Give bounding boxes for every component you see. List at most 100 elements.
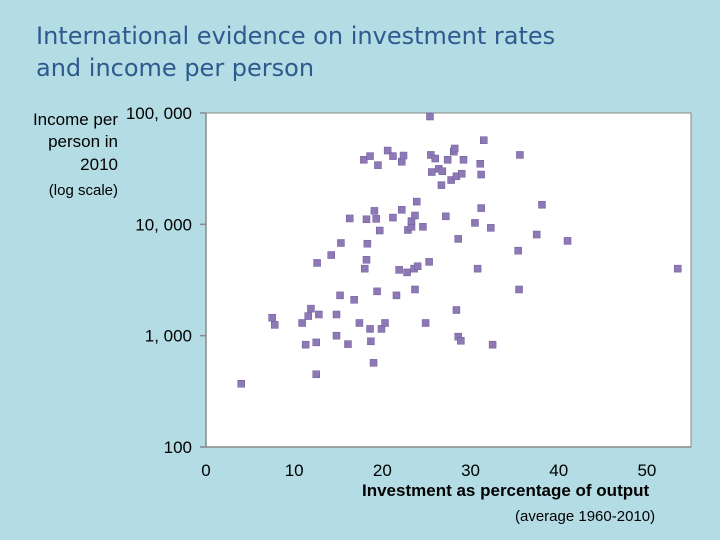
slide-title: International evidence on investment rat… xyxy=(36,20,696,84)
data-point xyxy=(395,266,403,274)
data-point xyxy=(355,319,364,327)
data-point xyxy=(487,224,495,232)
data-points xyxy=(237,112,682,388)
data-point xyxy=(312,338,320,347)
data-point xyxy=(425,258,433,266)
data-point xyxy=(473,264,482,273)
data-point xyxy=(538,200,546,209)
y-tick-label: 1, 000 xyxy=(145,327,192,346)
data-point xyxy=(438,167,447,175)
data-point xyxy=(237,379,246,388)
x-tick-label: 30 xyxy=(461,461,480,480)
data-point xyxy=(516,151,524,159)
x-tick-label: 40 xyxy=(549,461,568,480)
y-axis-label-line-1: Income per xyxy=(32,110,118,129)
data-point xyxy=(271,321,279,329)
x-ticks: 0 10 20 30 40 50 xyxy=(201,461,656,480)
data-point xyxy=(674,264,682,273)
data-point xyxy=(304,312,313,320)
y-tick-label: 10, 000 xyxy=(135,215,192,234)
x-tick-label: 0 xyxy=(201,461,210,480)
data-point xyxy=(427,168,436,176)
data-point xyxy=(336,291,344,300)
data-point xyxy=(312,370,320,379)
data-point xyxy=(373,287,381,296)
data-point xyxy=(477,204,485,212)
data-point xyxy=(366,152,374,160)
y-axis-label-line-2: person in xyxy=(48,132,118,151)
plot-area xyxy=(205,112,692,448)
slide-title-line-1: International evidence on investment rat… xyxy=(36,22,556,50)
y-tick-label: 100 xyxy=(164,438,192,457)
data-point xyxy=(367,337,375,346)
data-point xyxy=(389,213,397,222)
data-point xyxy=(350,296,358,304)
data-point xyxy=(301,340,310,349)
data-point xyxy=(471,219,479,227)
data-point xyxy=(532,230,541,239)
data-point xyxy=(457,337,465,345)
data-point xyxy=(332,331,341,340)
x-tick-label: 50 xyxy=(637,461,656,480)
data-point xyxy=(307,304,315,313)
data-point xyxy=(313,259,321,267)
y-tick-label: 100, 000 xyxy=(126,104,192,123)
data-point xyxy=(372,215,380,223)
data-point xyxy=(362,256,371,264)
data-point xyxy=(431,154,440,163)
data-point xyxy=(345,214,354,223)
data-point xyxy=(411,211,419,220)
data-point xyxy=(344,340,352,348)
data-point xyxy=(298,319,306,327)
data-point xyxy=(437,181,446,189)
data-point xyxy=(426,112,434,121)
data-point xyxy=(337,239,345,247)
x-axis-label-note: (average 1960-2010) xyxy=(515,508,656,525)
data-point xyxy=(413,197,421,206)
slide-title-line-2: and income per person xyxy=(36,54,315,82)
data-point xyxy=(374,161,382,169)
data-point xyxy=(398,206,406,214)
data-point xyxy=(514,246,522,255)
data-point xyxy=(457,169,466,178)
data-point xyxy=(399,151,408,160)
data-point xyxy=(411,285,419,294)
data-point xyxy=(442,212,450,221)
y-axis-label-note: (log scale) xyxy=(48,182,118,199)
data-point xyxy=(268,313,276,322)
data-point xyxy=(381,319,389,327)
data-point xyxy=(403,268,411,277)
data-point xyxy=(452,306,461,314)
data-point xyxy=(413,262,422,271)
data-point xyxy=(366,325,374,333)
data-point xyxy=(332,310,341,319)
data-point xyxy=(421,319,430,327)
data-point xyxy=(443,156,452,164)
data-point xyxy=(477,170,485,179)
data-point xyxy=(450,144,459,153)
data-point xyxy=(392,291,401,300)
data-point xyxy=(563,237,572,245)
data-point xyxy=(327,251,335,259)
x-tick-label: 20 xyxy=(373,461,392,480)
y-axis-label-line-3: 2010 xyxy=(80,155,118,174)
data-point xyxy=(488,340,497,349)
data-point xyxy=(515,285,523,294)
data-point xyxy=(419,223,427,231)
data-point xyxy=(370,207,379,215)
data-point xyxy=(476,160,484,168)
data-point xyxy=(363,239,372,248)
data-point xyxy=(454,235,462,243)
data-point xyxy=(362,215,371,224)
data-point xyxy=(389,152,397,160)
x-axis-label: Investment as percentage of output xyxy=(362,481,650,500)
data-point xyxy=(369,359,378,367)
x-tick-label: 10 xyxy=(285,461,304,480)
data-point xyxy=(383,146,392,155)
data-point xyxy=(375,226,384,235)
data-point xyxy=(398,157,406,166)
data-point xyxy=(315,310,323,319)
data-point xyxy=(459,156,468,164)
data-point xyxy=(360,264,369,273)
